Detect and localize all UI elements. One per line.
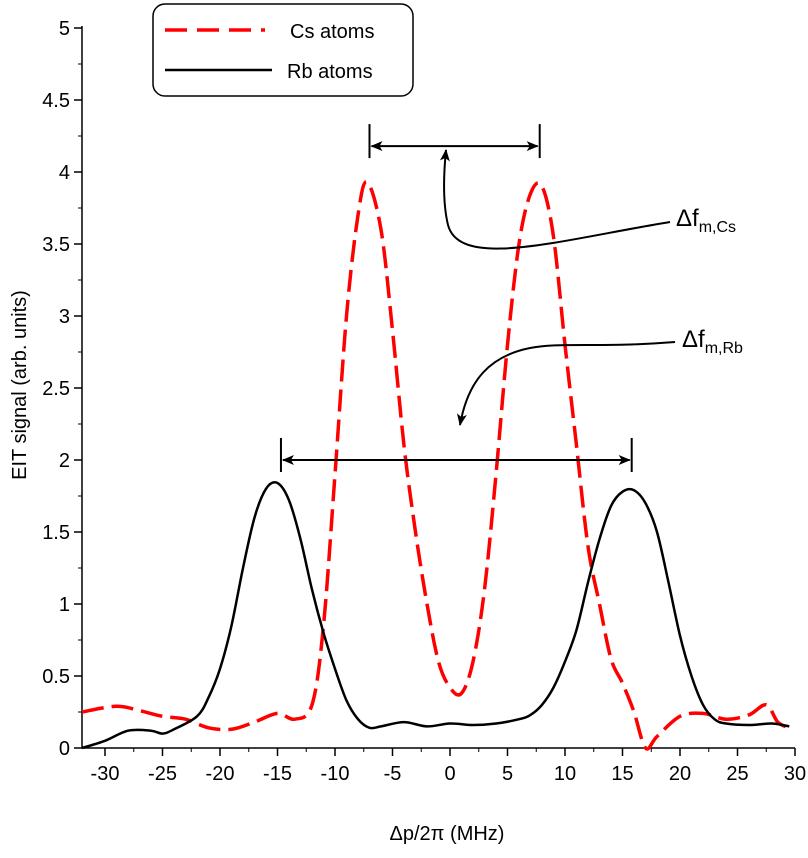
legend-label-cs: Cs atoms — [290, 21, 374, 43]
x-tick-label: 0 — [444, 763, 455, 785]
x-tick-label: -30 — [91, 763, 120, 785]
x-tick-label: -10 — [321, 763, 350, 785]
y-tick-label: 4.5 — [42, 90, 70, 112]
legend-label-rb: Rb atoms — [287, 61, 373, 83]
cs-annotation-label: Δfm,Cs — [676, 205, 736, 236]
cs-pointer-arrow — [439, 149, 671, 250]
x-tick-label: -15 — [263, 763, 292, 785]
annotation-layer: Δfm,Cs Δfm,Rb — [279, 124, 743, 472]
series-rb-line — [81, 481, 790, 750]
x-tick-label: 5 — [502, 763, 513, 785]
plot-frame — [81, 26, 795, 749]
y-tick-label: 1 — [59, 594, 70, 616]
y-axis-title: EIT signal (arb. units) — [9, 290, 31, 480]
x-tick-label: -25 — [148, 763, 177, 785]
y-tick-label: 2 — [59, 450, 70, 472]
rb-pointer-arrow — [457, 341, 676, 426]
legend: Cs atoms Rb atoms — [152, 3, 414, 97]
y-tick-label: 0.5 — [42, 666, 70, 688]
y-tick-label: 2.5 — [42, 378, 70, 400]
legend-box — [152, 3, 414, 97]
x-axis-title: Δp/2π (MHz) — [390, 823, 505, 845]
y-tick-label: 1.5 — [42, 522, 70, 544]
y-axis-ticks: 0 0.5 1 1.5 2 2.5 3 3.5 4 4.5 5 — [42, 18, 82, 760]
x-tick-label: -5 — [384, 763, 402, 785]
x-tick-label: 25 — [726, 763, 748, 785]
rb-annotation-label: Δfm,Rb — [682, 326, 743, 357]
x-tick-label: 10 — [554, 763, 576, 785]
x-tick-label: 30 — [784, 763, 806, 785]
x-tick-label: -20 — [206, 763, 235, 785]
y-tick-label: 3 — [59, 306, 70, 328]
y-tick-label: 0 — [59, 738, 70, 760]
x-tick-label: 20 — [669, 763, 691, 785]
y-tick-label: 3.5 — [42, 234, 70, 256]
x-axis-ticks: -30 -25 -20 -15 -10 -5 0 5 10 15 20 25 30 — [91, 748, 806, 785]
series-cs-line — [81, 180, 791, 751]
series-layer — [81, 180, 791, 751]
y-tick-label: 5 — [59, 18, 70, 40]
y-tick-label: 4 — [59, 162, 70, 184]
x-tick-label: 15 — [611, 763, 633, 785]
